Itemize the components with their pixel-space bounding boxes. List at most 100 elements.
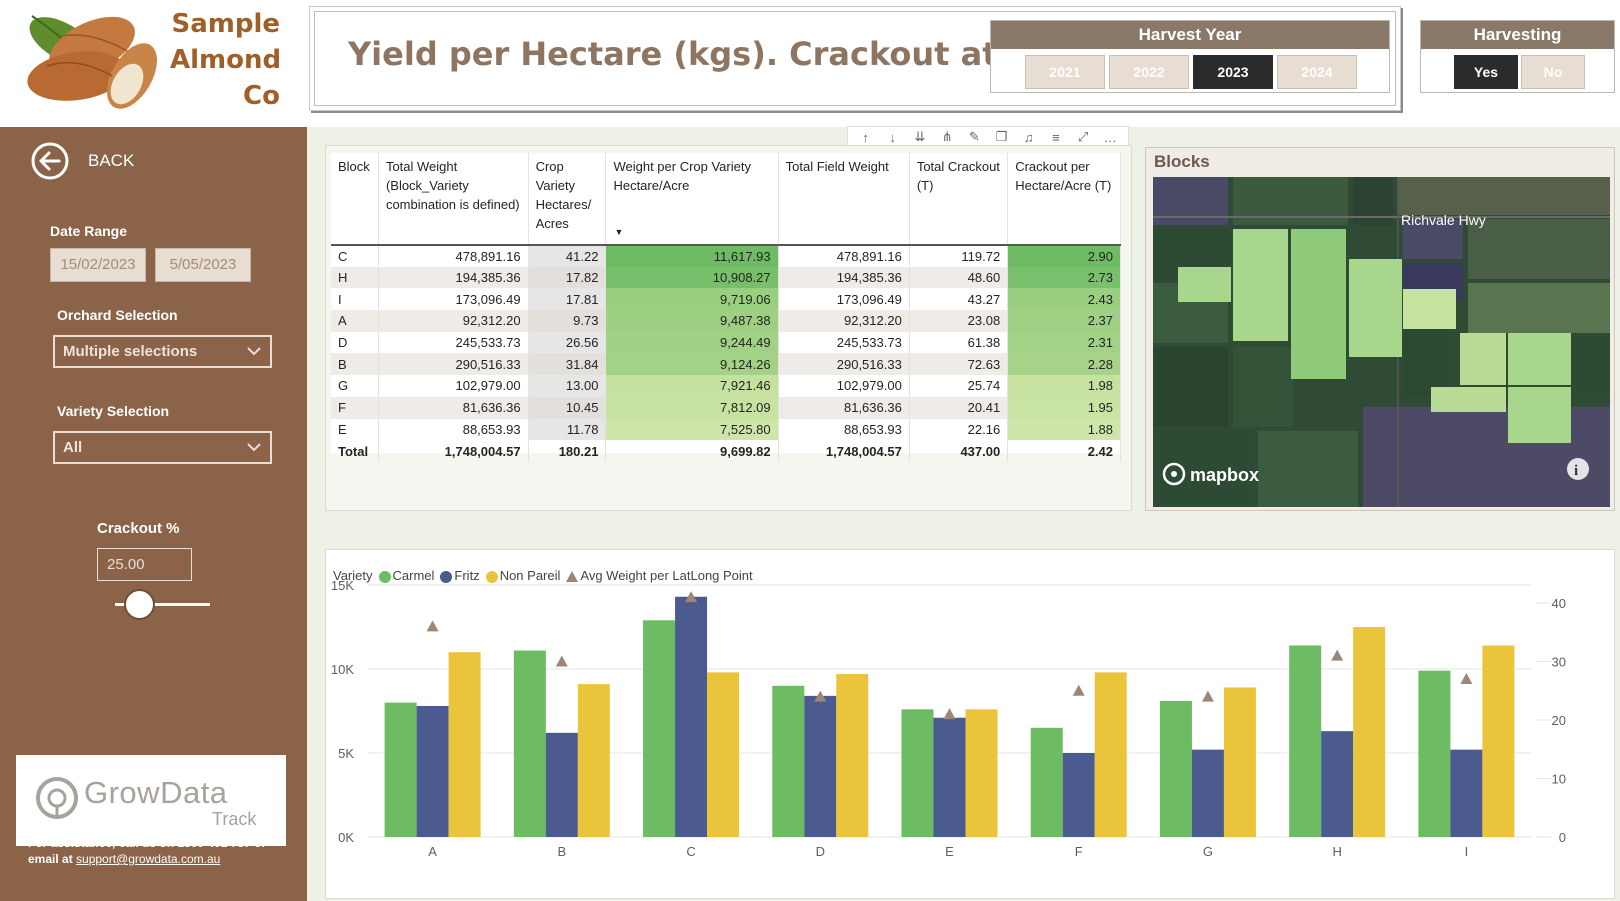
more-options-icon[interactable]: … (1103, 129, 1117, 145)
bar-carmel (513, 650, 546, 837)
table-cell: 11.78 (528, 418, 607, 441)
table-cell: 17.81 (528, 288, 607, 311)
copy-icon[interactable]: ❐ (995, 129, 1008, 144)
col-header-crackout-per-hectare[interactable]: Crackout per Hectare/Acre (T) (1007, 153, 1121, 246)
avg-weight-marker (685, 591, 698, 603)
table-cell: 10,908.27 (605, 266, 779, 289)
page-title: Yield per Hectare (kgs). Crackout at 25% (348, 35, 1086, 73)
support-email-link[interactable]: support@growdata.com.au (76, 852, 221, 866)
year-option-2024[interactable]: 2024 (1277, 55, 1357, 89)
x-tick-label: B (557, 844, 566, 859)
orchard-selection-dropdown[interactable]: Multiple selections (53, 335, 272, 368)
orchard-selection-value: Multiple selections (63, 343, 198, 360)
date-end-input[interactable]: 5/05/2023 (155, 248, 251, 282)
table-cell: 48.60 (909, 266, 1009, 289)
bar-non-pareil (836, 674, 869, 837)
total-cell: 437.00 (909, 440, 1009, 462)
table-row[interactable]: E 88,653.93 11.78 7,525.80 88,653.93 22.16 1.8… (331, 418, 1121, 441)
bar-carmel (772, 685, 805, 837)
crackout-input[interactable]: 25.00 (97, 548, 192, 581)
legend-item-non-pareil[interactable]: Non Pareil (485, 568, 560, 583)
legend-item-avg-weight[interactable]: Avg Weight per LatLong Point (566, 568, 753, 583)
y-left-tick-label: 5K (338, 746, 354, 761)
back-button[interactable]: BACK (30, 139, 190, 183)
table-cell: 245,533.73 (778, 331, 910, 354)
y-right-tick-label: 20 (1552, 713, 1566, 728)
table-cell: 81,636.36 (378, 396, 529, 419)
total-cell: 180.21 (528, 440, 607, 462)
year-option-2023[interactable]: 2023 (1193, 55, 1273, 89)
col-header-total-field-weight[interactable]: Total Field Weight (778, 153, 910, 246)
col-header-weight-per-hectare[interactable]: Weight per Crop Variety Hectare/Acre ▼ (605, 153, 779, 246)
table-cell: 13.00 (528, 375, 607, 397)
col-header-block[interactable]: Block (331, 153, 379, 246)
table-body: C 478,891.16 41.22 11,617.93 478,891.16 119.7… (331, 245, 1121, 462)
table-row[interactable]: B 290,516.33 31.84 9,124.26 290,516.33 72.63 2… (331, 353, 1121, 376)
table-cell: 102,979.00 (378, 375, 529, 397)
crackout-slider-track[interactable] (115, 603, 210, 606)
bar-fritz (1062, 753, 1095, 837)
variety-selection-dropdown[interactable]: All (53, 431, 272, 464)
bar-fritz (933, 717, 966, 837)
table-row[interactable]: A 92,312.20 9.73 9,487.38 92,312.20 23.08 2.37 (331, 310, 1121, 332)
table-cell: 72.63 (909, 353, 1009, 376)
y-left-tick-label: 0K (338, 830, 354, 845)
avg-weight-marker (555, 655, 568, 667)
bell-icon[interactable]: ♫ (1023, 129, 1034, 145)
table-cell: C (331, 245, 379, 267)
table-cell: 7,812.09 (605, 396, 779, 419)
date-start-input[interactable]: 15/02/2023 (50, 248, 146, 282)
table-cell: 173,096.49 (378, 288, 529, 311)
x-tick-label: I (1465, 844, 1469, 859)
table-row[interactable]: F 81,636.36 10.45 7,812.09 81,636.36 20.41 1.9… (331, 396, 1121, 419)
crackout-slider-handle[interactable] (124, 589, 155, 620)
table-row[interactable]: D 245,533.73 26.56 9,244.49 245,533.73 61.38 2… (331, 331, 1121, 354)
filter-icon[interactable]: ≡ (1052, 129, 1060, 145)
table-cell: 7,525.80 (605, 418, 779, 441)
bar-carmel (1159, 700, 1192, 837)
table-cell: 1.98 (1007, 375, 1121, 397)
bar-fritz (545, 732, 578, 837)
legend-item-carmel[interactable]: Carmel (378, 568, 434, 583)
table-cell: 7,921.46 (605, 375, 779, 397)
year-option-2021[interactable]: 2021 (1025, 55, 1105, 89)
sort-up-icon[interactable]: ↑ (862, 129, 869, 145)
y-left-tick-label: 10K (331, 662, 354, 677)
pin-icon[interactable]: ✎ (968, 129, 980, 144)
focus-mode-icon[interactable]: ⤢ (1077, 129, 1089, 144)
legend-marker-non-pareil (485, 570, 498, 583)
table-row[interactable]: I 173,096.49 17.81 9,719.06 173,096.49 43.27 2… (331, 288, 1121, 311)
blocks-map[interactable]: Richvale Hwy mapbox i (1153, 177, 1610, 507)
harvesting-option-no[interactable]: No (1521, 55, 1585, 89)
harvesting-header: Harvesting (1421, 21, 1614, 49)
col-header-hectares[interactable]: Crop Variety Hectares/ Acres (528, 153, 607, 246)
table-cell: 194,385.36 (378, 266, 529, 289)
year-option-2022[interactable]: 2022 (1109, 55, 1189, 89)
variety-bar-chart: 0K 5K 10K 15K 0 10 20 30 40 A B C D E F G H I (331, 578, 1566, 859)
map-info-icon[interactable] (1567, 458, 1589, 480)
table-cell: 25.74 (909, 375, 1009, 397)
table-row[interactable]: G 102,979.00 13.00 7,921.46 102,979.00 25.74 1… (331, 375, 1121, 397)
col-header-total-weight[interactable]: Total Weight (Block_Variety combination … (378, 153, 529, 246)
col-header-total-crackout[interactable]: Total Crackout (T) (909, 153, 1009, 246)
legend-item-fritz[interactable]: Fritz (440, 568, 480, 583)
table-row[interactable]: C 478,891.16 41.22 11,617.93 478,891.16 119.7… (331, 245, 1121, 267)
harvesting-option-yes[interactable]: Yes (1454, 55, 1518, 89)
table-cell: 92,312.20 (778, 310, 910, 332)
map-road-label: Richvale Hwy (1401, 212, 1486, 228)
growdata-logo-icon (36, 777, 78, 819)
bar-non-pareil (577, 684, 610, 837)
table-cell: 2.28 (1007, 353, 1121, 376)
bar-non-pareil (1094, 672, 1127, 837)
table-cell: B (331, 353, 379, 376)
expand-all-icon[interactable]: ⇊ (914, 129, 926, 144)
bar-carmel (901, 709, 934, 837)
table-cell: 22.16 (909, 418, 1009, 441)
harvest-year-header: Harvest Year (991, 21, 1389, 49)
drill-icon[interactable]: ⋔ (941, 129, 953, 144)
sort-down-icon[interactable]: ↓ (889, 129, 897, 145)
avg-weight-marker (1460, 673, 1473, 685)
harvest-year-slicer: Harvest Year 2021 2022 2023 2024 (990, 20, 1390, 93)
table-row[interactable]: H 194,385.36 17.82 10,908.27 194,385.36 48.60… (331, 266, 1121, 289)
table-cell: 478,891.16 (378, 245, 529, 267)
